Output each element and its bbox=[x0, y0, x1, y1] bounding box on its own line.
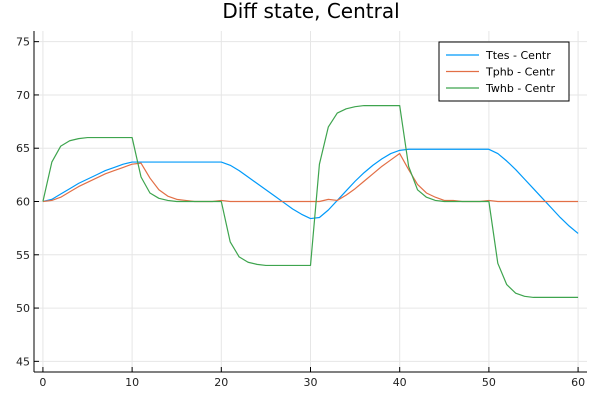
series-line-1 bbox=[42, 148, 579, 234]
y-tick-label: 60 bbox=[16, 196, 30, 209]
x-tick-label: 30 bbox=[304, 376, 318, 389]
axes-layer: 0 10 20 30 40 50 60 45 50 55 60 65 70 75 bbox=[16, 31, 587, 389]
legend-label: Ttes - Centr bbox=[485, 49, 551, 62]
x-tick-label: 50 bbox=[482, 376, 496, 389]
x-tick-label: 20 bbox=[214, 376, 228, 389]
x-tick-label: 0 bbox=[39, 376, 46, 389]
x-tick-label: 60 bbox=[571, 376, 585, 389]
y-tick-label: 75 bbox=[16, 36, 30, 49]
legend: Ttes - Centr Tphb - Centr Twhb - Centr bbox=[438, 41, 570, 102]
series-layer bbox=[42, 104, 579, 299]
y-tick-label: 55 bbox=[16, 249, 30, 262]
legend-label: Tphb - Centr bbox=[485, 66, 555, 79]
x-tick-label: 40 bbox=[393, 376, 407, 389]
series-line-2 bbox=[42, 152, 579, 203]
y-tick-label: 50 bbox=[16, 302, 30, 315]
legend-label: Twhb - Centr bbox=[485, 82, 556, 95]
chart-title: Diff state, Central bbox=[222, 0, 399, 23]
y-tick-label: 70 bbox=[16, 89, 30, 102]
x-tick-label: 10 bbox=[125, 376, 139, 389]
y-tick-label: 45 bbox=[16, 355, 30, 368]
y-tick-label: 65 bbox=[16, 142, 30, 155]
series-line-3 bbox=[42, 104, 579, 299]
